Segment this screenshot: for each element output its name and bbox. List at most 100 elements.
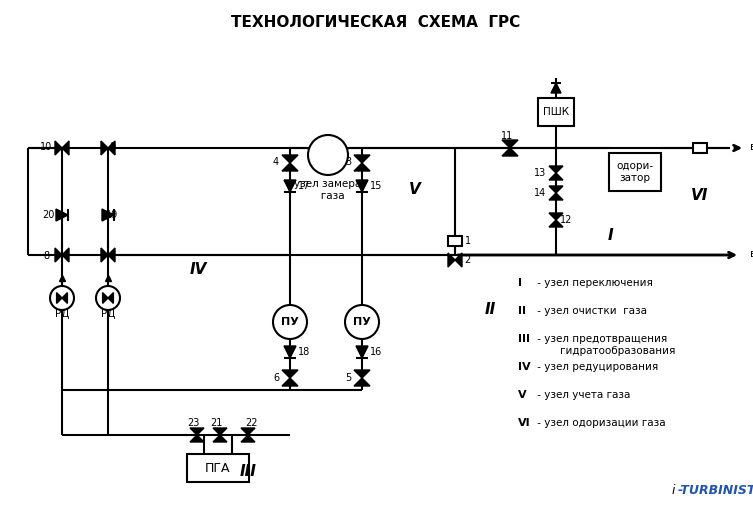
Polygon shape bbox=[102, 209, 114, 221]
Polygon shape bbox=[62, 293, 68, 303]
Polygon shape bbox=[356, 180, 368, 192]
Polygon shape bbox=[213, 428, 227, 435]
Text: III: III bbox=[518, 334, 530, 344]
Text: 12: 12 bbox=[560, 215, 572, 225]
Circle shape bbox=[345, 305, 379, 339]
Text: - узел учета газа: - узел учета газа bbox=[534, 390, 630, 400]
Polygon shape bbox=[241, 435, 255, 442]
Polygon shape bbox=[356, 346, 368, 358]
Polygon shape bbox=[190, 435, 204, 442]
Polygon shape bbox=[549, 193, 563, 200]
Text: -TURBINIST: -TURBINIST bbox=[678, 484, 753, 496]
Text: - узел предотвращения: - узел предотвращения bbox=[534, 334, 667, 344]
Polygon shape bbox=[108, 293, 114, 303]
Polygon shape bbox=[190, 428, 204, 435]
Text: IV: IV bbox=[518, 362, 531, 372]
Text: 2: 2 bbox=[464, 255, 470, 265]
Polygon shape bbox=[282, 378, 298, 386]
Text: узел замера
   газа: узел замера газа bbox=[294, 179, 361, 201]
Text: - узел одоризации газа: - узел одоризации газа bbox=[534, 418, 666, 428]
Polygon shape bbox=[282, 370, 298, 378]
Polygon shape bbox=[284, 346, 296, 358]
Polygon shape bbox=[102, 293, 108, 303]
Text: 23: 23 bbox=[187, 418, 200, 428]
Text: 4: 4 bbox=[273, 157, 279, 167]
Polygon shape bbox=[502, 140, 518, 148]
Text: вход газа: вход газа bbox=[750, 249, 753, 259]
Circle shape bbox=[273, 305, 307, 339]
Polygon shape bbox=[241, 428, 255, 435]
Polygon shape bbox=[549, 166, 563, 173]
Polygon shape bbox=[284, 180, 296, 192]
Polygon shape bbox=[108, 248, 115, 262]
Text: III: III bbox=[239, 465, 257, 479]
Bar bbox=[187, 454, 249, 482]
Text: ПГА: ПГА bbox=[206, 462, 230, 474]
Polygon shape bbox=[354, 378, 370, 386]
Polygon shape bbox=[101, 248, 108, 262]
Bar bbox=[538, 98, 574, 126]
Text: i: i bbox=[672, 484, 675, 496]
Polygon shape bbox=[455, 253, 462, 267]
Circle shape bbox=[96, 286, 120, 310]
Text: 5: 5 bbox=[345, 373, 351, 383]
Text: 13: 13 bbox=[534, 168, 546, 178]
Text: РД: РД bbox=[101, 309, 115, 319]
Polygon shape bbox=[213, 435, 227, 442]
Polygon shape bbox=[549, 220, 563, 227]
Text: гидратообразования: гидратообразования bbox=[534, 346, 675, 356]
Text: VI: VI bbox=[691, 187, 709, 203]
Text: IV: IV bbox=[189, 263, 206, 277]
Text: выход газа: выход газа bbox=[750, 142, 753, 152]
Text: 9: 9 bbox=[109, 142, 115, 152]
Circle shape bbox=[308, 135, 348, 175]
Text: ПУ: ПУ bbox=[281, 317, 299, 327]
Polygon shape bbox=[282, 155, 298, 163]
Text: - узел редуцирования: - узел редуцирования bbox=[534, 362, 658, 372]
Polygon shape bbox=[55, 248, 62, 262]
Text: I: I bbox=[607, 228, 613, 242]
Polygon shape bbox=[56, 209, 68, 221]
Text: - узел переключения: - узел переключения bbox=[534, 278, 653, 288]
Polygon shape bbox=[502, 148, 518, 156]
Polygon shape bbox=[101, 141, 108, 155]
Text: 18: 18 bbox=[298, 347, 310, 357]
Text: V: V bbox=[409, 183, 421, 197]
Polygon shape bbox=[354, 163, 370, 171]
Polygon shape bbox=[354, 370, 370, 378]
Text: ПШК: ПШК bbox=[543, 107, 569, 117]
Text: 11: 11 bbox=[501, 131, 513, 141]
Text: ПУ: ПУ bbox=[353, 317, 371, 327]
Text: 8: 8 bbox=[43, 251, 49, 261]
Polygon shape bbox=[549, 213, 563, 220]
Text: 3: 3 bbox=[345, 157, 351, 167]
Text: V: V bbox=[518, 390, 526, 400]
Text: 19: 19 bbox=[106, 210, 118, 220]
Text: 21: 21 bbox=[210, 418, 222, 428]
Bar bbox=[448, 236, 462, 246]
Text: 20: 20 bbox=[42, 210, 54, 220]
Text: 16: 16 bbox=[370, 347, 383, 357]
Polygon shape bbox=[354, 155, 370, 163]
Text: 6: 6 bbox=[273, 373, 279, 383]
Text: 14: 14 bbox=[534, 188, 546, 198]
Text: 1: 1 bbox=[465, 236, 471, 246]
Text: РД: РД bbox=[55, 309, 69, 319]
Text: 15: 15 bbox=[370, 181, 383, 191]
Text: VI: VI bbox=[518, 418, 531, 428]
Text: - узел очистки  газа: - узел очистки газа bbox=[534, 306, 647, 316]
Text: одори-
затор: одори- затор bbox=[617, 161, 654, 183]
Polygon shape bbox=[549, 173, 563, 180]
Text: I: I bbox=[518, 278, 522, 288]
Polygon shape bbox=[56, 293, 62, 303]
Text: II: II bbox=[484, 302, 495, 318]
Text: 17: 17 bbox=[298, 181, 310, 191]
Text: II: II bbox=[518, 306, 526, 316]
Text: 10: 10 bbox=[40, 142, 52, 152]
Text: ТЕХНОЛОГИЧЕСКАЯ  СХЕМА  ГРС: ТЕХНОЛОГИЧЕСКАЯ СХЕМА ГРС bbox=[231, 14, 520, 30]
Polygon shape bbox=[108, 141, 115, 155]
Polygon shape bbox=[448, 253, 455, 267]
Text: 22: 22 bbox=[245, 418, 258, 428]
Bar bbox=[609, 153, 661, 191]
Polygon shape bbox=[55, 141, 62, 155]
